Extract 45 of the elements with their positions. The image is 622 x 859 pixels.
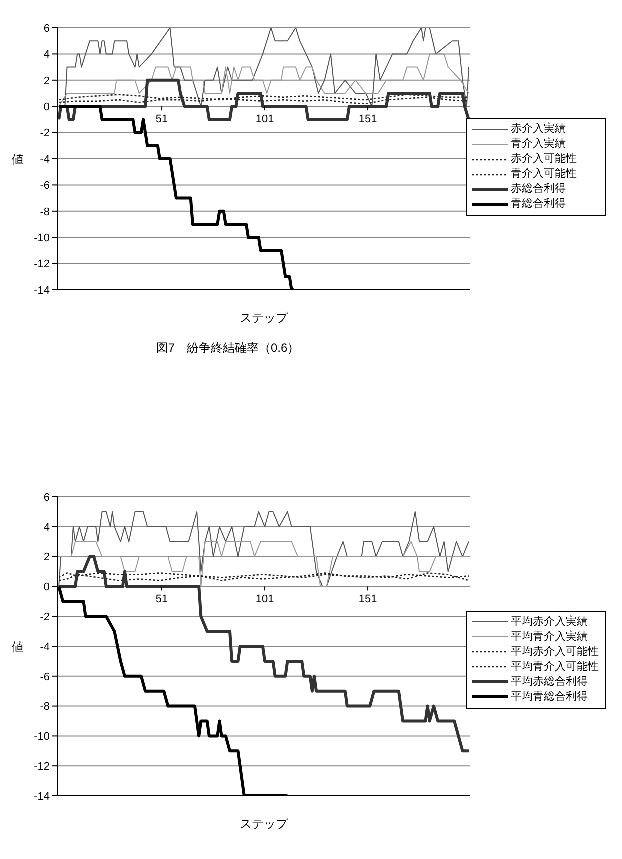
y-tick-label: -6	[40, 180, 50, 192]
y-tick-label: 4	[44, 522, 50, 534]
y-tick-label: 2	[44, 552, 50, 564]
y-tick-label: 6	[44, 22, 50, 35]
y-tick-label: -14	[34, 284, 50, 297]
y-tick-label: 4	[44, 49, 50, 62]
x-tick-label: 151	[358, 594, 378, 606]
y-tick-label: -12	[34, 761, 50, 774]
y-tick-label: 6	[44, 492, 50, 504]
y-tick-label: -14	[34, 790, 50, 803]
text: 図7 紛争終結確率（0.6）	[155, 340, 301, 357]
x-tick-label: 51	[156, 594, 168, 606]
y-tick-label: -2	[40, 128, 50, 140]
y-tick-label: -6	[40, 671, 50, 684]
y-axis-title: 値	[12, 640, 24, 654]
legend-label: 青介入実績	[511, 137, 566, 152]
y-tick-label: -10	[34, 731, 50, 744]
y-tick-label: 0	[44, 582, 50, 594]
x-tick-label: 51	[156, 114, 168, 126]
y-tick-label: 0	[44, 102, 50, 114]
legend-label: 赤総合利得	[511, 182, 566, 197]
y-axis-title: 値	[12, 152, 24, 166]
x-axis-title: ステップ	[240, 817, 289, 831]
x-tick-label: 151	[358, 114, 378, 126]
x-tick-label: 101	[256, 114, 274, 126]
y-tick-label: -4	[40, 154, 50, 166]
legend-label: 平均青総合利得	[511, 690, 588, 704]
legend-label: 赤介入実績	[511, 122, 566, 137]
legend-label: 赤介入可能性	[511, 152, 577, 167]
y-tick-label: -8	[40, 701, 50, 714]
y-tick-label: -10	[34, 232, 50, 245]
legend-label: 平均青介入可能性	[511, 660, 599, 674]
legend-label: 平均青介入実績	[511, 630, 588, 644]
y-tick-label: -4	[40, 641, 50, 654]
x-tick-label: 101	[256, 594, 274, 606]
legend-label: 平均赤総合利得	[511, 674, 588, 690]
x-axis-title: ステップ	[240, 311, 289, 325]
y-tick-label: -12	[34, 258, 50, 271]
y-tick-label: 2	[44, 75, 50, 88]
legend-label: 平均赤介入可能性	[511, 644, 599, 660]
y-tick-label: -8	[40, 206, 50, 218]
legend-label: 青総合利得	[511, 197, 566, 212]
y-tick-label: -2	[40, 612, 50, 624]
legend-label: 青介入可能性	[511, 167, 577, 182]
legend-label: 平均赤介入実績	[511, 614, 588, 630]
